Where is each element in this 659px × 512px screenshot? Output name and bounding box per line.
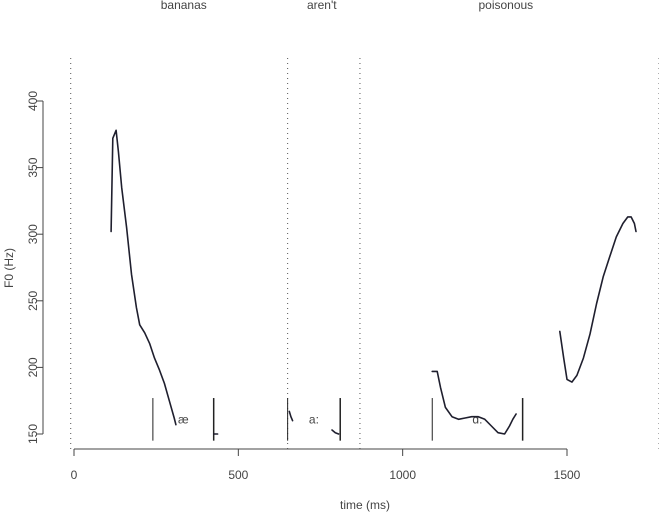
word-labels: bananas aren't poisonous (161, 0, 533, 12)
y-tick-label: 400 (26, 91, 40, 111)
segment-label: æ (178, 412, 189, 426)
segment-label: ɑ: (472, 412, 482, 426)
y-tick-label: 200 (26, 357, 40, 377)
y-axis-label: F0 (Hz) (2, 248, 16, 288)
axes (42, 101, 567, 450)
x-tick-label: 0 (71, 468, 78, 482)
f0-contour-line (559, 216, 637, 383)
y-tick-label: 250 (26, 290, 40, 310)
segment-marker-layer: æ a: ɑ: (152, 398, 524, 441)
f0-contour-line (431, 370, 517, 435)
x-axis-label: time (ms) (340, 498, 390, 512)
f0-contour-line (110, 129, 177, 426)
segment-label: a: (309, 412, 319, 426)
f0-series-layer (110, 129, 637, 435)
f0-contour-line (331, 429, 340, 435)
word-label: poisonous (478, 0, 533, 12)
x-tick-label: 1500 (554, 468, 581, 482)
x-tick-label: 500 (228, 468, 248, 482)
x-tick-label: 1000 (389, 468, 416, 482)
y-tick-label: 150 (26, 424, 40, 444)
word-label: bananas (161, 0, 207, 12)
y-tick-label: 300 (26, 224, 40, 244)
word-label: aren't (307, 0, 337, 12)
f0-contour-line (288, 410, 294, 422)
y-tick-label: 350 (26, 157, 40, 177)
word-boundary-layer (70, 58, 659, 450)
axis-ticks: 0 500 1000 1500 150 200 250 300 350 400 (26, 91, 581, 482)
